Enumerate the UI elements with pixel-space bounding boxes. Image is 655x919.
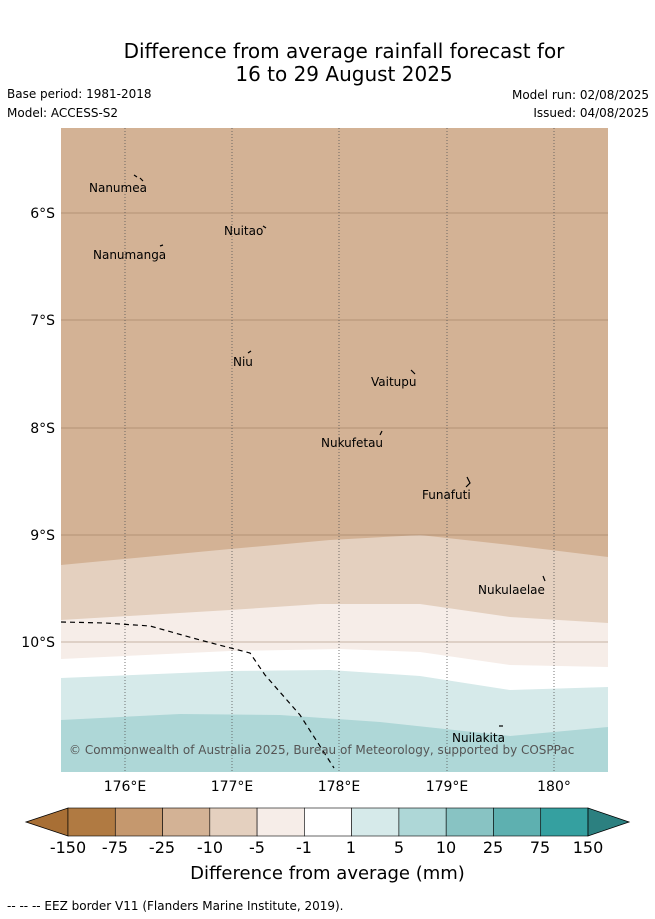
colorbar-tick: 75 <box>529 838 551 857</box>
colorbar-tick: -10 <box>196 838 224 857</box>
place-nukufetau: Nukufetau <box>321 436 383 450</box>
colorbar-extend-low <box>24 807 69 837</box>
island-shapes <box>133 174 546 727</box>
model-run: Model run: 02/08/2025 <box>511 88 649 102</box>
lon-label-177e: 177°E <box>211 779 254 795</box>
colorbar-tick: 5 <box>393 838 405 857</box>
longitude-gridlines <box>124 128 555 772</box>
band-10-to-25 <box>61 714 608 772</box>
colorbar-tick: 1 <box>345 838 357 857</box>
colorbar-tick: -75 <box>101 838 129 857</box>
colorbar-swatch <box>304 807 352 837</box>
colorbar-swatch <box>256 807 305 837</box>
colorbar <box>24 807 631 837</box>
longitude-labels: 176°E 177°E 178°E 179°E 180° <box>104 779 571 795</box>
colorbar-tick: -5 <box>249 838 265 857</box>
place-nanumea: Nanumea <box>89 181 147 195</box>
eez-border <box>61 621 335 769</box>
colorbar-tick: -25 <box>148 838 176 857</box>
map-fill-layer <box>61 128 608 772</box>
lon-label-180: 180° <box>537 779 571 795</box>
colorbar-tick: 150 <box>572 838 604 857</box>
lon-label-178e: 178°E <box>318 779 361 795</box>
lat-label-6s: 6°S <box>30 206 55 222</box>
colorbar-tick: -150 <box>49 838 87 857</box>
lat-label-10s: 10°S <box>21 635 55 651</box>
colorbar-tick: 25 <box>482 838 504 857</box>
lat-label-9s: 9°S <box>30 528 55 544</box>
colorbar-swatch <box>67 807 116 837</box>
copyright-text: © Commonwealth of Australia 2025, Bureau… <box>69 743 574 757</box>
colorbar-swatch <box>209 807 258 837</box>
colorbar-tick: -1 <box>296 838 312 857</box>
colorbar-swatch <box>351 807 400 837</box>
title-line1: Difference from average rainfall forecas… <box>123 39 565 63</box>
place-nuitao: Nuitao <box>224 224 263 238</box>
colorbar-tick: 10 <box>435 838 457 857</box>
base-period: Base period: 1981-2018 <box>7 87 152 101</box>
chart-title: Difference from average rainfall forecas… <box>0 40 655 86</box>
lon-label-179e: 179°E <box>426 779 469 795</box>
place-nuilakita: Nuilakita <box>452 731 505 745</box>
model-name: Model: ACCESS-S2 <box>7 106 119 120</box>
place-vaitupu: Vaitupu <box>371 375 417 389</box>
place-nanumanga: Nanumanga <box>93 248 166 262</box>
title-line2: 16 to 29 August 2025 <box>235 62 453 86</box>
issued-date: Issued: 04/08/2025 <box>533 106 649 120</box>
lat-label-7s: 7°S <box>30 313 55 329</box>
place-nukulaelae: Nukulaelae <box>478 583 545 597</box>
colorbar-swatch <box>540 807 589 837</box>
colorbar-extend-high <box>587 807 631 837</box>
latitude-gridlines <box>61 212 608 643</box>
colorbar-swatch <box>162 807 211 837</box>
colorbar-swatch <box>398 807 447 837</box>
latitude-labels: 6°S 7°S 8°S 9°S 10°S <box>21 206 55 651</box>
colorbar-swatch <box>493 807 542 837</box>
colorbar-swatch <box>114 807 163 837</box>
colorbar-label: Difference from average (mm) <box>190 863 465 884</box>
eez-footnote: -- -- -- EEZ border V11 (Flanders Marine… <box>7 899 344 913</box>
lon-label-176e: 176°E <box>104 779 147 795</box>
place-niu: Niu <box>233 355 253 369</box>
lat-label-8s: 8°S <box>30 421 55 437</box>
place-funafuti: Funafuti <box>422 488 471 502</box>
colorbar-swatch <box>445 807 494 837</box>
place-labels: Nanumea Nuitao Nanumanga Niu Vaitupu Nuk… <box>89 181 545 745</box>
